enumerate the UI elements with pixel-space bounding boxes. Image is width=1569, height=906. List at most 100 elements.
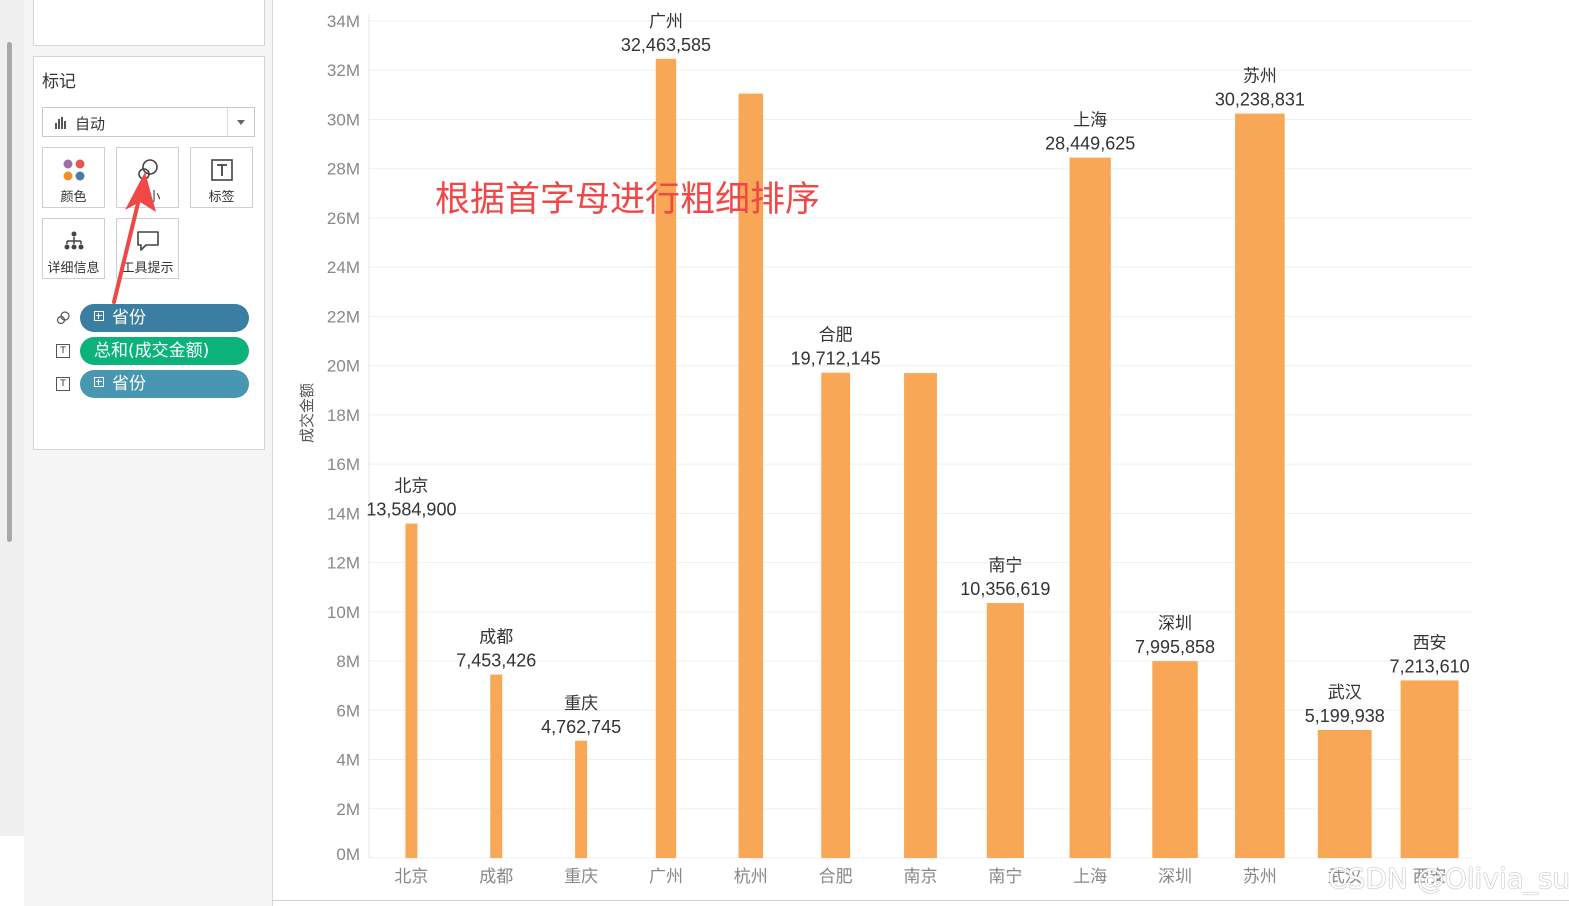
data-label-value: 10,356,619 xyxy=(960,579,1050,599)
mark-type-value: 自动 xyxy=(75,115,106,133)
field-pill-sum-amount[interactable]: 总和(成交金额) xyxy=(80,337,249,365)
text-label-icon: T xyxy=(56,377,70,391)
tooltip-button-label: 工具提示 xyxy=(121,261,174,276)
field-pill-province-label[interactable]: 省份 xyxy=(80,370,249,398)
y-axis-title: 成交金额 xyxy=(298,383,316,443)
bar-成都 xyxy=(490,674,503,858)
left-rail-footer xyxy=(0,836,24,906)
x-tick-label: 西安 xyxy=(1413,867,1447,887)
y-tick-label: 22M xyxy=(327,307,360,326)
data-label-value: 5,199,938 xyxy=(1305,706,1385,726)
speech-bubble-icon xyxy=(136,231,159,251)
hierarchy-dots-icon xyxy=(64,231,83,250)
pill-label: 总和(成交金额) xyxy=(94,341,210,361)
bar-北京 xyxy=(405,523,418,858)
data-label-city: 南宁 xyxy=(988,556,1022,576)
y-tick-label: 18M xyxy=(327,406,360,425)
x-tick-label: 广州 xyxy=(649,867,683,887)
field-pill-province-size[interactable]: 省份 xyxy=(80,304,249,332)
data-label-value: 7,995,858 xyxy=(1135,637,1215,657)
chevron-down-icon xyxy=(237,120,245,125)
mark-type-dropdown[interactable]: 自动 xyxy=(42,107,255,137)
size-circles-icon xyxy=(56,311,70,325)
pill-label: 省份 xyxy=(112,308,146,328)
data-label-city: 合肥 xyxy=(819,326,853,346)
bar-南京 xyxy=(904,373,937,858)
marks-card: 标记 自动 颜色 大小 标签 详细信息 xyxy=(33,56,265,450)
bar-南宁 xyxy=(986,603,1024,858)
chart-view[interactable]: 成交金额 0M 2M 4M 6M 8M 10M 12M 14M 16M 18M 20M 22M 24M 26… xyxy=(272,0,1569,901)
color-button-label: 颜色 xyxy=(60,190,87,205)
color-dots-icon xyxy=(63,159,84,181)
x-tick-label: 苏州 xyxy=(1243,867,1277,887)
data-label-city: 苏州 xyxy=(1243,67,1277,87)
y-tick-label: 28M xyxy=(327,160,360,179)
red-arrow-annotation xyxy=(112,172,156,304)
y-tick-label: 16M xyxy=(327,455,360,474)
data-label-value: 4,762,745 xyxy=(541,717,621,737)
data-label-value: 13,584,900 xyxy=(366,500,456,520)
y-tick-label: 26M xyxy=(327,209,360,228)
x-tick-label: 上海 xyxy=(1073,867,1107,887)
mark-field-row: 省份 xyxy=(42,304,252,332)
data-label-value: 7,213,610 xyxy=(1390,656,1470,676)
data-label-city: 上海 xyxy=(1073,111,1107,131)
bar-广州 xyxy=(655,58,677,858)
detail-button[interactable]: 详细信息 xyxy=(42,218,105,279)
y-tick-label: 6M xyxy=(336,701,360,720)
label-button[interactable]: 标签 xyxy=(190,147,253,208)
marks-title: 标记 xyxy=(42,72,76,92)
size-button[interactable]: 大小 xyxy=(116,147,179,208)
text-label-icon: T xyxy=(56,344,70,358)
x-tick-label: 成都 xyxy=(479,867,513,887)
y-tick-label: 30M xyxy=(327,110,360,129)
scrollbar[interactable] xyxy=(7,42,12,542)
data-label-city: 西安 xyxy=(1413,633,1447,653)
data-label-value: 30,238,831 xyxy=(1215,90,1305,110)
mark-field-row: T 省份 xyxy=(42,370,252,398)
data-label-value: 19,712,145 xyxy=(791,349,881,369)
pill-label: 省份 xyxy=(112,374,146,394)
annotation-text: 根据首字母进行粗细排序 xyxy=(435,180,821,220)
x-tick-label: 南宁 xyxy=(988,867,1022,887)
data-label-city: 武汉 xyxy=(1328,683,1362,703)
x-tick-label: 合肥 xyxy=(819,867,853,887)
data-label-value: 7,453,426 xyxy=(456,651,536,671)
y-tick-label: 4M xyxy=(336,751,360,770)
bar-上海 xyxy=(1069,157,1111,858)
expand-plus-icon xyxy=(94,377,104,387)
bar-苏州 xyxy=(1235,113,1285,859)
mark-field-row: T 总和(成交金额) xyxy=(42,337,252,365)
bar-杭州 xyxy=(738,93,764,858)
color-button[interactable]: 颜色 xyxy=(42,147,105,208)
y-tick-label: 0M xyxy=(336,845,360,864)
x-tick-label: 重庆 xyxy=(564,867,598,887)
y-tick-label: 34M xyxy=(327,12,360,31)
data-label-city: 成都 xyxy=(479,628,513,648)
data-label-city: 北京 xyxy=(394,477,428,497)
tooltip-button[interactable]: 工具提示 xyxy=(116,218,179,279)
text-label-icon xyxy=(210,159,233,181)
data-label-value: 32,463,585 xyxy=(621,35,711,55)
bar-深圳 xyxy=(1152,661,1198,858)
expand-plus-icon xyxy=(94,311,104,321)
x-tick-label: 南京 xyxy=(904,867,938,887)
x-tick-label: 武汉 xyxy=(1328,867,1362,887)
y-tick-label: 20M xyxy=(327,357,360,376)
bar-西安 xyxy=(1400,680,1459,858)
bar-合肥 xyxy=(821,372,851,858)
bar-chart-icon xyxy=(55,117,66,129)
bar-chart[interactable]: 成交金额 0M 2M 4M 6M 8M 10M 12M 14M 16M 18M 20M 22M 24M 26… xyxy=(272,0,1569,900)
pages-card xyxy=(33,0,265,46)
data-label-city: 广州 xyxy=(649,12,683,32)
y-tick-label: 14M xyxy=(327,504,360,523)
data-label-city: 重庆 xyxy=(564,694,598,714)
y-tick-label: 8M xyxy=(336,652,360,671)
detail-button-label: 详细信息 xyxy=(47,261,100,276)
label-button-label: 标签 xyxy=(208,190,235,205)
x-tick-label: 杭州 xyxy=(734,867,768,887)
y-tick-label: 2M xyxy=(336,800,360,819)
bar-重庆 xyxy=(575,740,588,858)
y-tick-label: 10M xyxy=(327,603,360,622)
y-tick-label: 24M xyxy=(327,258,360,277)
